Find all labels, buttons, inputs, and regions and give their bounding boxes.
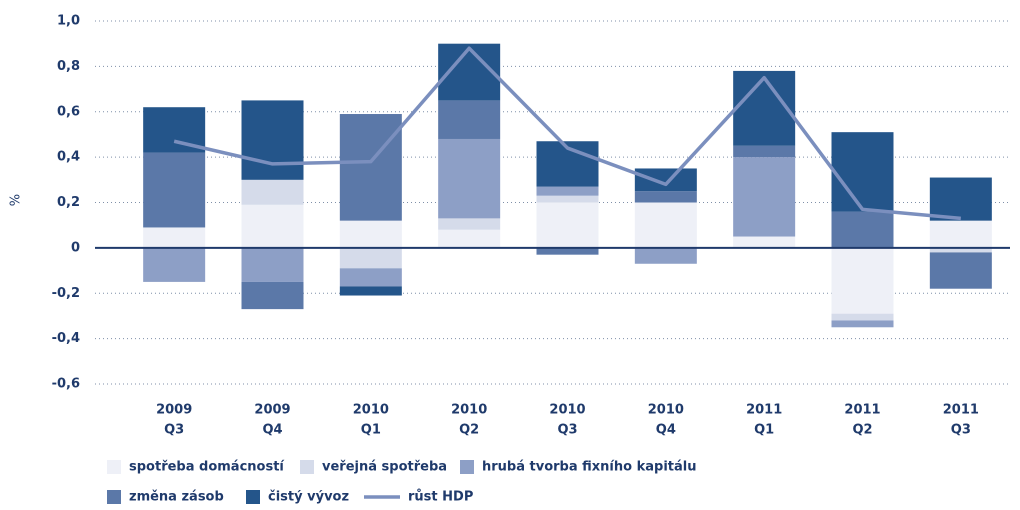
legend-swatch (460, 460, 474, 474)
y-tick-label: -0,6 (52, 377, 80, 392)
legend-label: růst HDP (408, 490, 473, 505)
y-tick-label: -0,4 (52, 331, 80, 346)
bar-segment (831, 247, 894, 314)
bar-segment (634, 191, 697, 203)
legend-swatch (246, 490, 260, 504)
bar-segment (339, 220, 402, 248)
x-tick-label: Q1 (361, 423, 381, 438)
bar-segment (733, 70, 796, 146)
y-tick-label: 0 (71, 240, 80, 255)
bar-segment (536, 186, 599, 196)
x-tick-label: 2011 (844, 403, 880, 418)
bar-segment (241, 100, 304, 180)
bar-segment (831, 313, 894, 321)
x-tick-label: Q3 (557, 423, 577, 438)
bar-segment (241, 281, 304, 310)
bar-segment (733, 236, 796, 248)
bar-segment (929, 252, 992, 289)
bar-segment (831, 132, 894, 212)
legend-label: veřejná spotřeba (322, 460, 447, 475)
bar-segment (438, 218, 501, 230)
line-series (173, 46, 961, 221)
bar-segment (634, 202, 697, 248)
x-tick-label: 2010 (549, 403, 585, 418)
bar-segment (438, 229, 501, 248)
legend-swatch (300, 460, 314, 474)
bar-segment (339, 268, 402, 287)
bar-segment (634, 168, 697, 192)
x-tick-label: Q2 (852, 423, 872, 438)
x-tick-label: 2009 (156, 403, 192, 418)
legend-swatch (107, 460, 121, 474)
x-tick-label: Q3 (164, 423, 184, 438)
x-tick-label: 2011 (943, 403, 979, 418)
legend-label: čistý vývoz (268, 490, 349, 505)
x-tick-label: 2010 (353, 403, 389, 418)
bar-segment (339, 286, 402, 296)
bar-segment (634, 247, 697, 264)
bar-segment (831, 320, 894, 328)
x-tick-label: Q1 (754, 423, 774, 438)
x-tick-label: Q4 (262, 423, 282, 438)
y-tick-label: 0,8 (57, 59, 80, 74)
bar-segment (536, 195, 599, 203)
bar-segment (241, 247, 304, 282)
x-tick-label: Q2 (459, 423, 479, 438)
bar-segment (143, 247, 206, 282)
y-tick-label: 1,0 (57, 14, 80, 29)
bar-segment (143, 152, 206, 228)
bar-segment (733, 157, 796, 237)
legend-label: spotřeba domácností (129, 460, 285, 475)
legend-swatch (107, 490, 121, 504)
y-tick-label: -0,2 (52, 286, 80, 301)
bar-segment (831, 211, 894, 248)
x-tick-label: 2009 (254, 403, 290, 418)
bar-segment (929, 220, 992, 248)
x-tick-label: 2011 (746, 403, 782, 418)
x-tick-label: 2010 (648, 403, 684, 418)
y-tick-label: 0,4 (57, 150, 80, 165)
legend-label: změna zásob (129, 490, 224, 505)
bar-segment (241, 179, 304, 205)
x-tick-label: Q4 (656, 423, 676, 438)
bar-segment (339, 247, 402, 269)
bar-segment (929, 177, 992, 221)
y-tick-label: 0,2 (57, 195, 80, 210)
bar-segment (438, 100, 501, 139)
x-tick-label: Q3 (951, 423, 971, 438)
y-axis-label: % (9, 194, 24, 206)
bar-segment (339, 114, 402, 221)
bar-segment (929, 247, 992, 253)
bar-segment (143, 227, 206, 248)
bar-segment (438, 138, 501, 219)
bar-segment (536, 247, 599, 255)
y-tick-label: 0,6 (57, 104, 80, 119)
legend-label: hrubá tvorba fixního kapitálu (482, 460, 696, 475)
bar-segment (241, 204, 304, 248)
x-tick-label: 2010 (451, 403, 487, 418)
bar-segment (733, 145, 796, 158)
bar-segment (536, 202, 599, 248)
